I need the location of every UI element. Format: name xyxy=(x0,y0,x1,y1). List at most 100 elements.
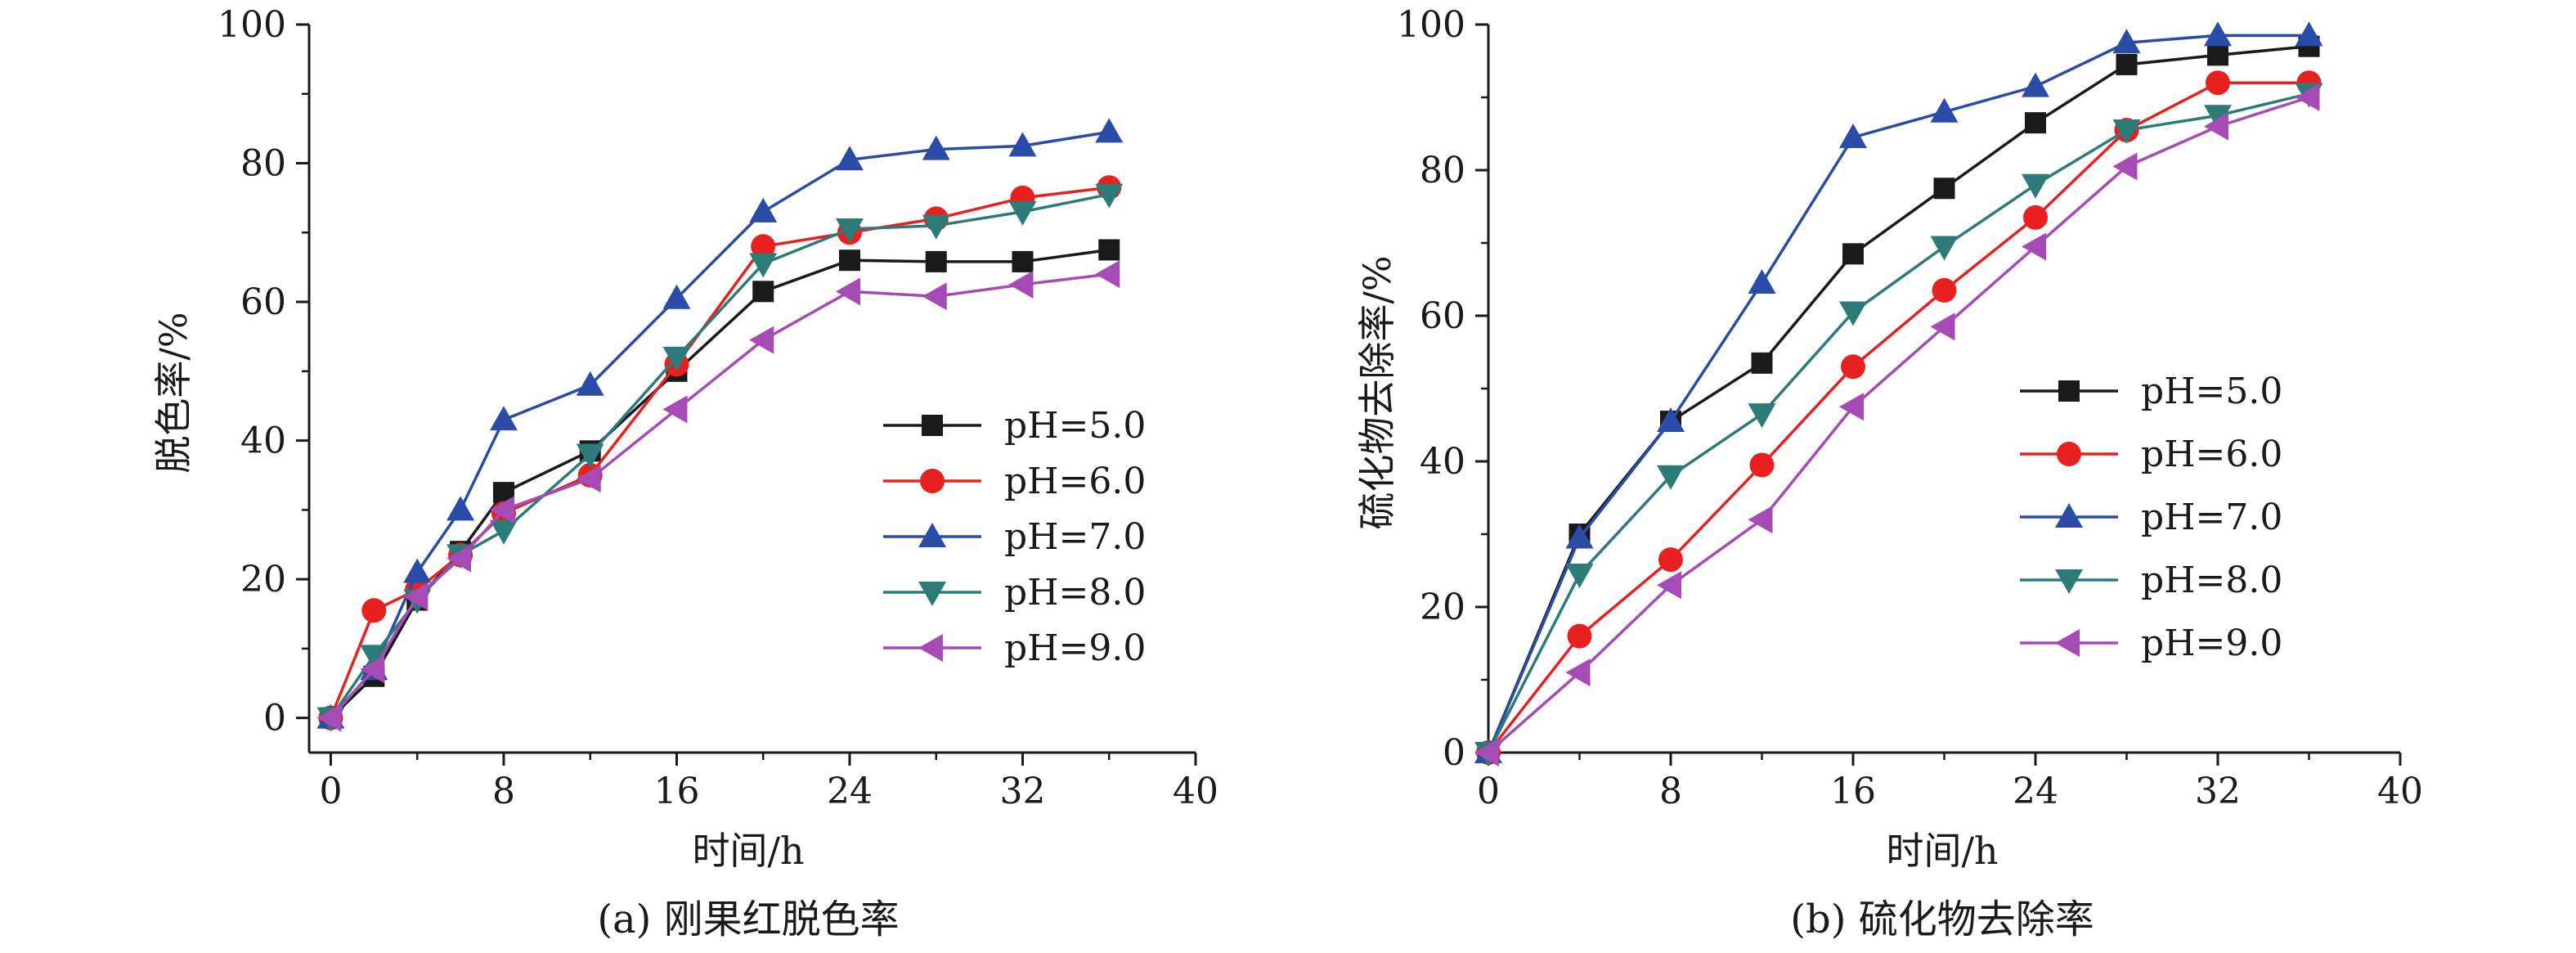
data-point-series-3 xyxy=(662,346,691,371)
series-line-4 xyxy=(330,272,1110,719)
y-tick-label: 20 xyxy=(1420,587,1465,628)
data-point-series-4 xyxy=(749,326,774,354)
panel-b: 0 8 16 24 32 40 0 20 40 60 80 100 pH=5.0 pH=6.0 pH=7.0… xyxy=(1355,4,2423,942)
x-tick-label: 16 xyxy=(1830,771,1876,812)
x-tick-label: 32 xyxy=(999,771,1045,812)
data-point-series-1 xyxy=(751,234,776,259)
data-point-series-4 xyxy=(662,395,688,424)
data-point-series-4 xyxy=(576,465,601,493)
data-point-series-3 xyxy=(749,253,778,278)
data-point-series-1 xyxy=(1658,547,1683,573)
legend-marker xyxy=(918,582,946,606)
x-tick-label: 32 xyxy=(2195,771,2241,812)
series-line-4 xyxy=(1487,96,2310,754)
y-tick-label: 20 xyxy=(240,559,286,600)
legend-label: pH=5.0 xyxy=(2141,371,2282,412)
data-point-series-2 xyxy=(1095,118,1124,143)
data-point-series-2 xyxy=(1930,97,1959,123)
x-axis-title-b: 时间/h xyxy=(1886,829,1998,873)
data-point-series-4 xyxy=(489,496,514,524)
data-point-series-4 xyxy=(1474,739,1499,766)
data-point-series-3 xyxy=(576,443,604,469)
caption-b: (b) 硫化物去除率 xyxy=(1790,897,2094,942)
y-tick-label: 40 xyxy=(240,420,286,462)
data-point-series-3 xyxy=(1095,183,1124,209)
data-point-series-0 xyxy=(2025,112,2046,134)
data-point-series-2 xyxy=(2022,72,2049,97)
data-point-series-3 xyxy=(1657,465,1685,490)
x-tick-label: 8 xyxy=(1659,771,1682,812)
y-tick-label: 60 xyxy=(240,281,286,323)
y-tick-label: 40 xyxy=(1420,441,1465,483)
plot-area-a: 0 8 16 24 32 40 0 20 40 60 80 100 pH=5.0 pH=6.0 pH=7.0… xyxy=(218,4,1218,812)
data-point-series-0 xyxy=(925,250,947,272)
data-point-series-3 xyxy=(1008,200,1037,226)
data-point-series-0 xyxy=(1098,239,1120,261)
x-tick-label: 0 xyxy=(319,771,342,812)
data-point-series-4 xyxy=(316,704,342,732)
x-tick-label: 24 xyxy=(2013,771,2058,812)
x-tick-label: 8 xyxy=(492,771,515,812)
x-tick-label: 16 xyxy=(653,771,699,812)
data-point-series-4 xyxy=(1565,659,1591,687)
data-point-series-1 xyxy=(2023,205,2048,230)
legend-label: pH=5.0 xyxy=(1004,405,1146,447)
y-tick-label: 80 xyxy=(240,143,286,185)
data-point-series-0 xyxy=(1933,178,1955,200)
data-point-series-3 xyxy=(1565,563,1594,588)
legend-marker xyxy=(922,415,943,436)
data-point-series-3 xyxy=(2022,173,2049,199)
data-point-series-0 xyxy=(1751,352,1773,374)
data-point-series-2 xyxy=(1657,407,1685,433)
data-point-series-4 xyxy=(1930,312,1955,341)
series-line-2 xyxy=(330,130,1110,719)
data-point-series-4 xyxy=(1095,260,1120,289)
legend-marker xyxy=(2057,442,2081,466)
data-point-series-4 xyxy=(922,282,947,311)
data-point-series-2 xyxy=(489,406,518,431)
data-point-series-3 xyxy=(1748,403,1776,429)
series-line-1 xyxy=(1487,81,2309,754)
panel-a: 0 8 16 24 32 40 0 20 40 60 80 100 pH=5.0 pH=6.0 pH=7.0… xyxy=(151,4,1218,942)
y-tick-label: 100 xyxy=(1397,4,1465,46)
data-point-series-2 xyxy=(922,135,950,160)
data-point-series-3 xyxy=(1930,236,1959,261)
x-tick-label: 24 xyxy=(827,771,873,812)
series-line-1 xyxy=(329,186,1110,719)
data-point-series-3 xyxy=(2112,119,2141,145)
data-point-series-1 xyxy=(1841,354,1865,380)
data-point-series-3 xyxy=(360,645,388,670)
legend-marker xyxy=(2055,569,2083,594)
series-line-2 xyxy=(1487,34,2309,753)
y-tick-label: 80 xyxy=(1420,150,1465,191)
plot-area-b: 0 8 16 24 32 40 0 20 40 60 80 100 pH=5.0 pH=6.0 pH=7.0… xyxy=(1397,4,2423,812)
data-point-series-3 xyxy=(1839,301,1867,326)
data-point-series-2 xyxy=(2204,21,2232,47)
data-point-series-3 xyxy=(2204,105,2232,130)
data-point-series-4 xyxy=(1008,270,1034,299)
legend-marker xyxy=(2055,629,2080,657)
data-point-series-1 xyxy=(1749,452,1775,478)
data-point-series-4 xyxy=(1657,571,1681,600)
legend-label: pH=7.0 xyxy=(1004,516,1146,558)
data-point-series-4 xyxy=(403,582,429,611)
data-point-series-3 xyxy=(835,218,864,244)
data-point-series-0 xyxy=(2116,53,2138,75)
legend-label: pH=9.0 xyxy=(1004,627,1146,669)
legend-marker xyxy=(2055,503,2083,528)
data-point-series-0 xyxy=(838,249,860,272)
data-point-series-4 xyxy=(2295,83,2320,111)
data-point-series-2 xyxy=(2112,29,2141,54)
x-tick-label: 40 xyxy=(1173,771,1218,812)
data-point-series-4 xyxy=(2022,232,2046,261)
data-point-series-4 xyxy=(2112,152,2138,181)
data-point-series-0 xyxy=(1012,250,1034,272)
y-tick-label: 60 xyxy=(1420,295,1465,337)
legend-marker xyxy=(2058,380,2080,402)
data-point-series-4 xyxy=(1839,393,1864,421)
data-point-series-2 xyxy=(576,371,604,396)
data-point-series-2 xyxy=(749,197,778,223)
data-point-series-1 xyxy=(361,598,387,623)
legend-label: pH=8.0 xyxy=(2141,560,2282,601)
caption-a: (a) 刚果红脱色率 xyxy=(597,897,899,942)
